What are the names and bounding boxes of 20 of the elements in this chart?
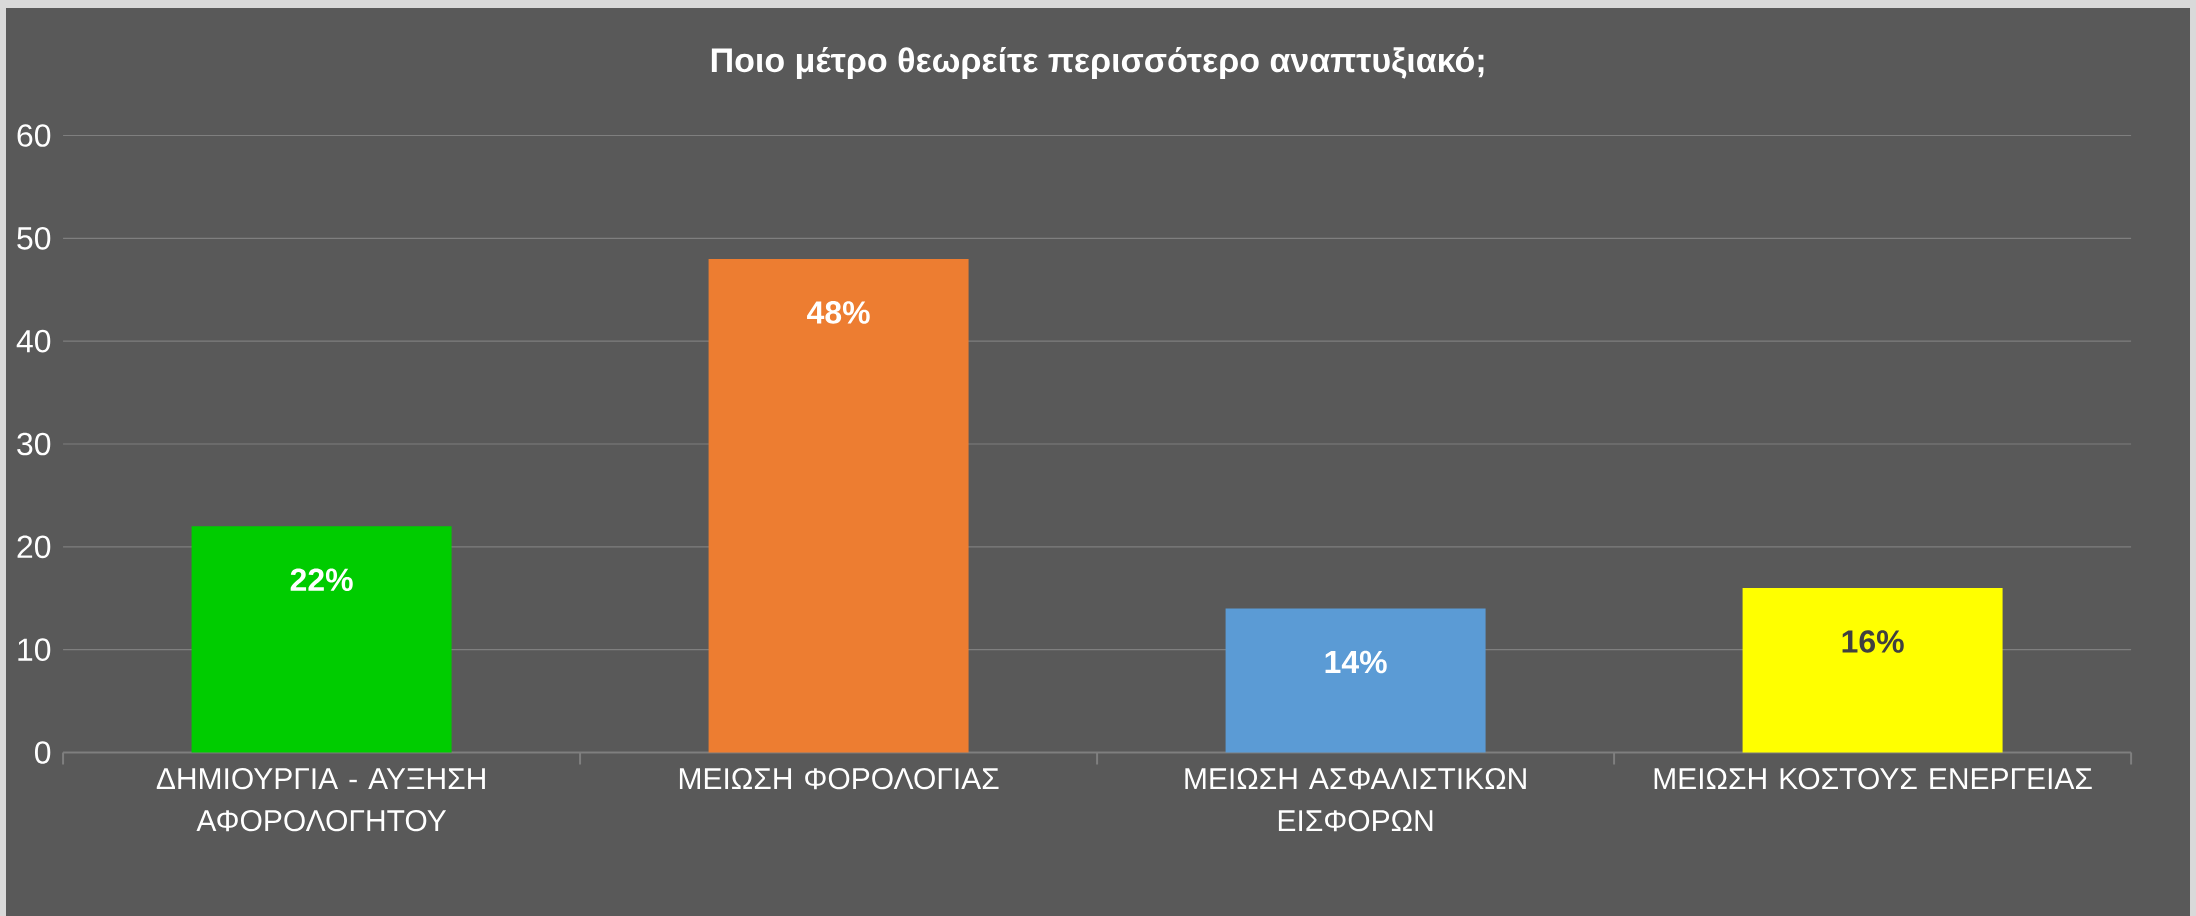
bar bbox=[1225, 608, 1486, 753]
data-label: 16% bbox=[1842, 630, 1904, 653]
x-tick-label: ΜΕΙΩΣΗ ΚΟΣΤΟΥΣ ΕΝΕΡΓΕΙΑΣ bbox=[1654, 768, 2092, 790]
y-tick-label: 30 bbox=[17, 432, 51, 456]
bar bbox=[1742, 587, 2003, 753]
y-tick-label: 0 bbox=[35, 741, 51, 764]
data-label: 22% bbox=[290, 568, 353, 592]
bar bbox=[191, 526, 452, 753]
y-tick-label: 60 bbox=[17, 124, 51, 147]
data-label: 14% bbox=[1325, 650, 1387, 674]
y-tick-label: 40 bbox=[16, 329, 51, 353]
y-tick-label: 50 bbox=[17, 227, 51, 250]
data-label: 48% bbox=[807, 301, 870, 324]
chart-title: Ποιο μέτρο θεωρείτε περισσότερο αναπτυξιακό; bbox=[711, 46, 1484, 80]
bar bbox=[708, 258, 969, 753]
x-tick-label: ΜΕΙΩΣΗ ΑΣΦΑΛΙΣΤΙΚΩΝ ΕΙΣΦΟΡΩΝ bbox=[1185, 768, 1526, 832]
y-tick-label: 10 bbox=[18, 638, 51, 661]
x-tick-label: ΔΗΜΙΟΥΡΓΙΑ - ΑΥΞΗΣΗ ΑΦΟΡΟΛΟΓΗΤΟΥ bbox=[156, 768, 485, 832]
y-tick-label: 20 bbox=[17, 535, 51, 559]
x-tick-label: ΜΕΙΩΣΗ ΦΟΡΟΛΟΓΙΑΣ bbox=[679, 768, 999, 790]
